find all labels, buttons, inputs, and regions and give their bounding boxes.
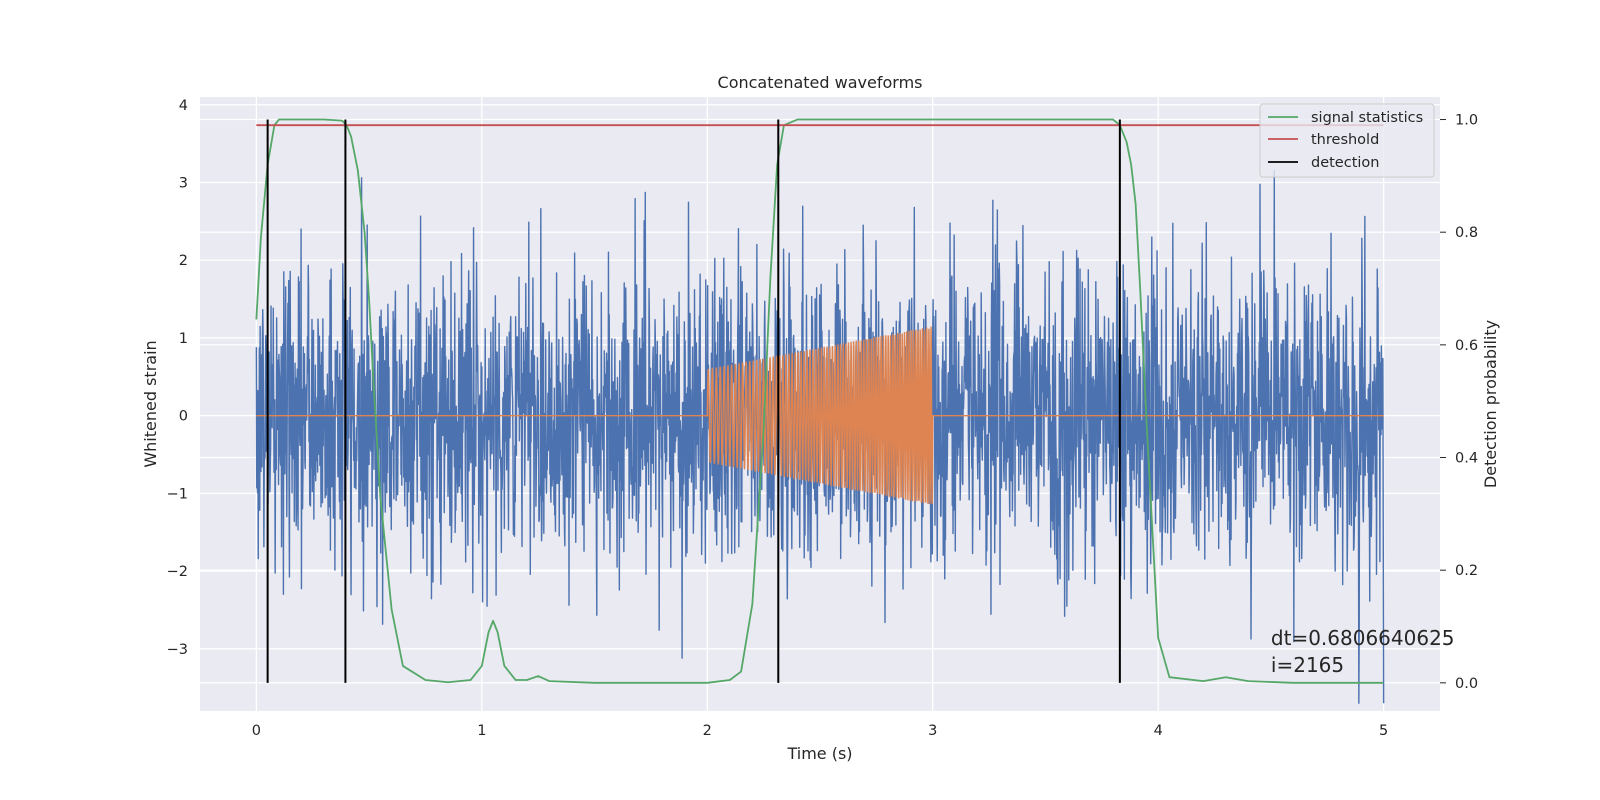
y2-tick-label: 0.4: [1455, 451, 1478, 467]
x-tick-label: 3: [928, 723, 937, 739]
x-tick-label: 5: [1379, 723, 1388, 739]
y-tick-label: −3: [167, 642, 188, 658]
y2-axis-label: Detection probability: [1481, 320, 1500, 488]
y-tick-label: 4: [179, 98, 188, 114]
y-tick-label: −1: [167, 486, 188, 502]
y2-tick-label: 0.2: [1455, 563, 1478, 579]
legend-label-statistics: signal statistics: [1311, 110, 1423, 126]
x-tick-label: 1: [477, 723, 486, 739]
y2-tick-label: 0.8: [1455, 225, 1478, 241]
x-tick-label: 2: [703, 723, 712, 739]
chart-title: Concatenated waveforms: [718, 73, 923, 92]
y2-tick-label: 1.0: [1455, 113, 1478, 129]
y2-tick-label: 0.6: [1455, 338, 1478, 354]
legend-label-detection: detection: [1311, 155, 1379, 171]
x-tick-label: 0: [252, 723, 261, 739]
strain-noise-line: [255, 169, 1385, 704]
annotation-text: dt=0.6806640625: [1271, 626, 1455, 650]
y-tick-label: 1: [179, 331, 188, 347]
y-tick-label: −2: [167, 564, 188, 580]
x-axis-label: Time (s): [786, 744, 852, 763]
legend: signal statistics threshold detection: [1259, 103, 1435, 178]
signal-statistics-line: [255, 118, 1384, 684]
y-tick-label: 0: [179, 409, 188, 425]
y-axis-ticks: −3 −2 −1 0 1 2 3 4: [167, 98, 188, 658]
annotation-text: i=2165: [1271, 653, 1344, 677]
y2-tick-label: 0.0: [1455, 676, 1478, 692]
plot-area: [255, 118, 1385, 704]
y-axis-label: Whitened strain: [141, 340, 160, 467]
x-axis-ticks: 0 1 2 3 4 5: [252, 723, 1389, 739]
y-tick-label: 2: [179, 253, 188, 269]
y-tick-label: 3: [179, 175, 188, 191]
legend-box: [1259, 103, 1435, 178]
legend-label-threshold: threshold: [1311, 132, 1379, 148]
injection-waveform-line: [256, 326, 1384, 504]
x-tick-label: 4: [1154, 723, 1163, 739]
annotations: dt=0.6806640625 i=2165: [1271, 626, 1455, 677]
y2-axis-ticks: 0.0 0.2 0.4 0.6 0.8 1.0: [1440, 113, 1478, 692]
